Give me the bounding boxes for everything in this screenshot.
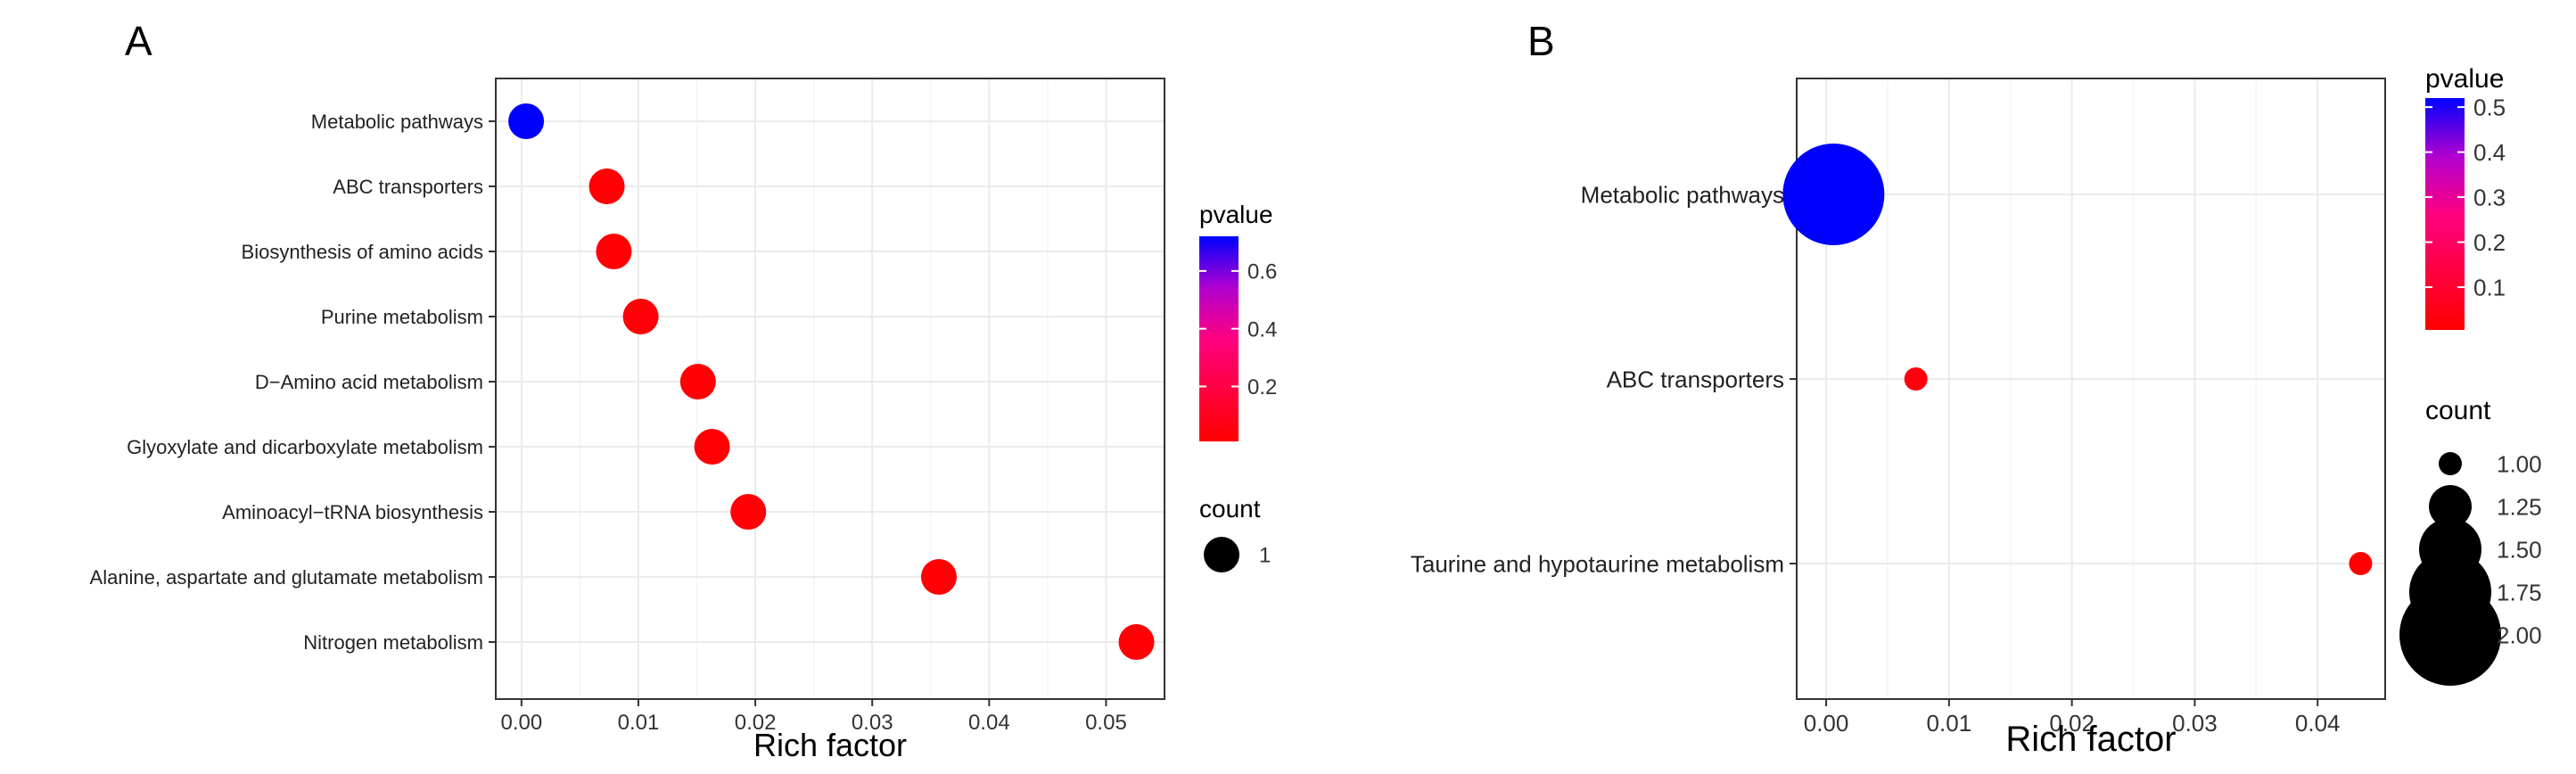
data-point xyxy=(508,103,545,139)
panel-label-b: B xyxy=(1527,18,1555,64)
panel-a: A Metabolic pathways ABC transporters Bios… xyxy=(90,18,1278,763)
y-axis-labels-a: Metabolic pathways ABC transporters Biosyn… xyxy=(90,111,496,654)
y-tick-label: D−Amino acid metabolism xyxy=(255,371,483,393)
x-tick-label: 0.05 xyxy=(1085,711,1127,735)
x-tick-label: 0.01 xyxy=(618,711,660,735)
data-point xyxy=(679,364,716,399)
color-tick-label: 0.1 xyxy=(2473,274,2506,301)
y-tick-label: Metabolic pathways xyxy=(311,111,483,133)
y-tick-label: Taurine and hypotaurine metabolism xyxy=(1411,550,1784,577)
data-point xyxy=(1782,144,1885,245)
size-legend-b: 1.00 1.25 1.50 1.75 2.00 xyxy=(2399,450,2542,686)
color-tick-label: 0.4 xyxy=(1247,317,1277,342)
x-axis-ticks-a: 0.00 0.01 0.02 0.03 0.04 0.05 xyxy=(500,699,1127,735)
x-tick-label: 0.04 xyxy=(2295,710,2341,737)
x-tick-label: 0.03 xyxy=(2172,710,2218,737)
color-legend-title-a: pvalue xyxy=(1199,201,1273,228)
x-tick-label: 0.02 xyxy=(735,711,777,735)
x-axis-ticks-b: 0.00 0.01 0.02 0.03 0.04 xyxy=(1804,699,2341,737)
color-tick-label: 0.3 xyxy=(2473,184,2506,210)
color-tick-label: 0.4 xyxy=(2473,139,2506,166)
size-legend-a: 1 xyxy=(1204,537,1271,572)
data-point xyxy=(588,169,625,204)
size-legend-title-b: count xyxy=(2425,396,2491,425)
plot-border-a xyxy=(495,78,1165,700)
x-tick-label: 0.04 xyxy=(968,711,1010,735)
points-a xyxy=(508,103,1155,660)
panel-b: B Metabolic pathways ABC transporters Taur… xyxy=(1411,18,2542,759)
points-b xyxy=(1782,144,2373,575)
data-point xyxy=(694,429,730,465)
x-tick-label: 0.00 xyxy=(1804,710,1849,737)
data-point xyxy=(1904,367,1928,391)
size-legend-label: 1.50 xyxy=(2497,536,2542,563)
y-tick-label: Glyoxylate and dicarboxylate metabolism xyxy=(127,436,483,458)
size-legend-label: 1.75 xyxy=(2497,579,2542,605)
color-tick-label: 0.6 xyxy=(1247,260,1277,284)
size-legend-title-a: count xyxy=(1199,495,1261,523)
y-tick-label: ABC transporters xyxy=(1607,366,1784,392)
x-axis-title-a: Rich factor xyxy=(753,727,907,763)
y-tick-label: ABC transporters xyxy=(333,176,483,198)
color-tick-label: 0.2 xyxy=(2473,229,2506,256)
data-point xyxy=(2349,552,2373,575)
color-tick-label: 0.2 xyxy=(1247,375,1277,399)
data-point xyxy=(622,299,659,334)
color-legend-bar-a xyxy=(1199,236,1239,441)
y-tick-label: Aminoacyl−tRNA biosynthesis xyxy=(222,501,483,523)
x-tick-label: 0.01 xyxy=(1927,710,1972,737)
data-point xyxy=(730,494,767,530)
size-legend-label: 1 xyxy=(1259,544,1271,568)
y-tick-label: Nitrogen metabolism xyxy=(303,631,483,654)
color-legend-title-b: pvalue xyxy=(2425,64,2504,94)
size-legend-dot xyxy=(2399,584,2501,686)
data-point xyxy=(1118,624,1155,660)
color-legend-ticks-a: 0.2 0.4 0.6 xyxy=(1199,260,1277,399)
size-legend-dot xyxy=(2429,485,2472,528)
color-tick-label: 0.5 xyxy=(2473,94,2506,120)
y-tick-label: Purine metabolism xyxy=(321,306,483,328)
y-tick-label: Metabolic pathways xyxy=(1581,181,1784,208)
data-point xyxy=(596,234,632,269)
size-legend-dot xyxy=(2439,452,2462,475)
x-tick-label: 0.02 xyxy=(2049,710,2095,737)
grid-b xyxy=(1797,78,2385,699)
y-tick-label: Alanine, aspartate and glutamate metabol… xyxy=(90,566,483,589)
y-tick-label: Biosynthesis of amino acids xyxy=(242,241,483,263)
color-legend-bar-b xyxy=(2425,98,2465,330)
color-legend-ticks-b: 0.1 0.2 0.3 0.4 0.5 xyxy=(2425,94,2506,301)
x-tick-label: 0.00 xyxy=(500,711,542,735)
size-legend-label: 1.00 xyxy=(2497,450,2542,477)
y-axis-labels-b: Metabolic pathways ABC transporters Taurin… xyxy=(1411,181,1797,577)
grid-a xyxy=(496,78,1165,699)
size-legend-dot xyxy=(1204,537,1239,572)
size-legend-label: 2.00 xyxy=(2497,622,2542,648)
data-point xyxy=(920,559,957,595)
size-legend-label: 1.25 xyxy=(2497,493,2542,520)
x-tick-label: 0.03 xyxy=(852,711,893,735)
panel-label-a: A xyxy=(125,18,152,64)
x-axis-title-b: Rich factor xyxy=(2005,720,2176,759)
plot-border-b xyxy=(1796,78,2386,700)
